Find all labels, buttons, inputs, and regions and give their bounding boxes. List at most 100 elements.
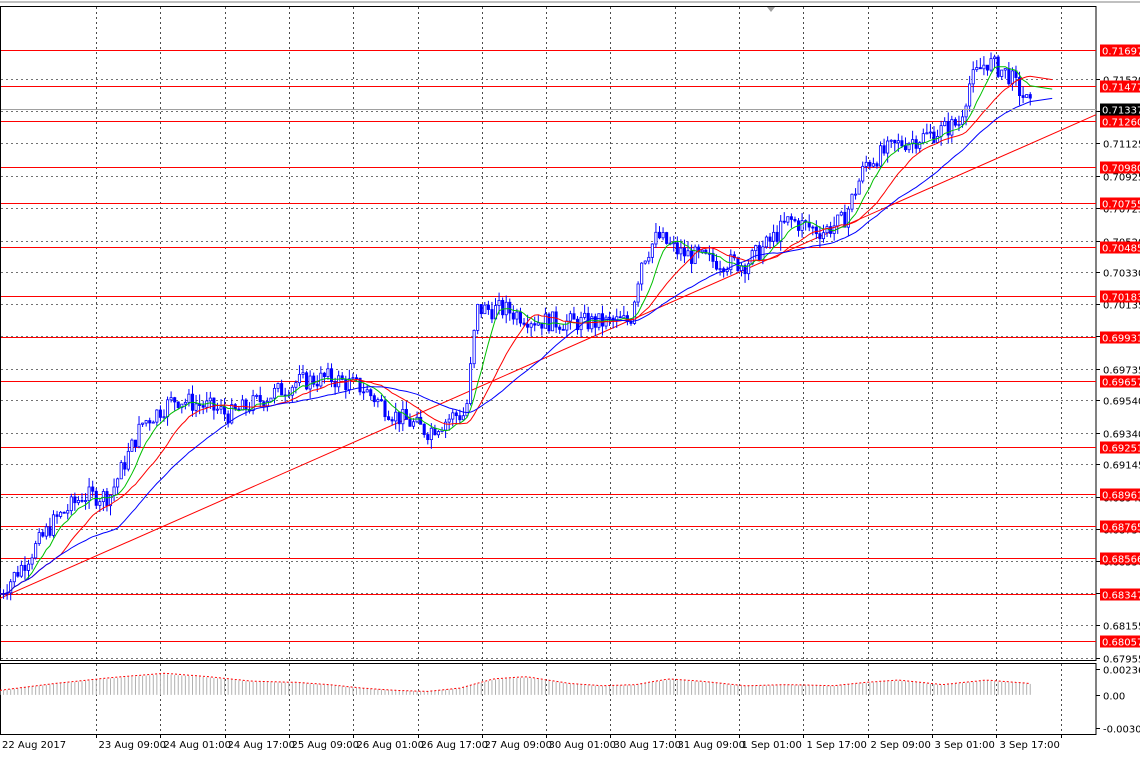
level-label-bg — [1100, 115, 1140, 128]
candle-body — [333, 381, 337, 388]
candle-body — [561, 328, 565, 331]
candle-body — [871, 163, 875, 167]
candle-body — [379, 399, 383, 402]
level-label-bg — [1100, 44, 1140, 57]
candle-body — [476, 304, 480, 331]
candle-body — [137, 423, 141, 448]
candle-body — [84, 500, 88, 502]
candle-body — [957, 123, 961, 126]
candle-body — [622, 315, 626, 319]
candle-body — [436, 431, 441, 436]
candle-body — [950, 119, 954, 136]
candle-body — [73, 496, 77, 504]
level-label-bg — [1100, 488, 1140, 501]
candle-body — [269, 397, 273, 402]
candle-body — [144, 420, 148, 424]
candle-body — [397, 411, 401, 425]
candle-body — [101, 491, 105, 503]
candle-body — [19, 564, 23, 577]
x-tick-label: 24 Aug 17:00 — [228, 740, 295, 751]
candle-body — [183, 401, 187, 405]
candle-body — [162, 416, 166, 419]
candle-body — [989, 58, 993, 71]
candle-body — [116, 478, 120, 488]
candle-body — [166, 399, 170, 418]
y-tick-label: 0.70925 — [1103, 173, 1140, 184]
candle-body — [1021, 95, 1025, 98]
candle-body — [839, 211, 843, 216]
candle-body — [119, 462, 123, 480]
candle-body — [126, 450, 130, 470]
candle-body — [415, 416, 419, 423]
candle-body — [1028, 94, 1032, 99]
candle-body — [215, 408, 219, 411]
candle-body — [358, 377, 362, 393]
level-label-bg — [1100, 197, 1140, 210]
candle-body — [547, 313, 551, 332]
candle-body — [141, 422, 145, 425]
candle-body — [782, 220, 786, 223]
candle-body — [76, 500, 80, 504]
candle-body — [647, 256, 651, 262]
candle-body — [818, 233, 822, 240]
candle-body — [133, 439, 137, 448]
candle-body — [779, 220, 783, 242]
candle-body — [30, 557, 34, 565]
candle-body — [928, 131, 932, 134]
candle-body — [522, 322, 526, 325]
candle-body — [747, 263, 751, 275]
candle-body — [447, 418, 451, 423]
level-label-bg — [1100, 331, 1140, 344]
x-tick-label: 24 Aug 01:00 — [164, 740, 231, 751]
level-label-bg — [1100, 161, 1140, 174]
level-label: 0.70980 — [1102, 164, 1140, 175]
x-tick-label: 25 Aug 09:00 — [292, 740, 359, 751]
candle-body — [422, 423, 426, 435]
candle-body — [968, 83, 972, 107]
ma-mid-line — [0, 75, 1053, 595]
x-tick-label: 1 Sep 17:00 — [807, 740, 867, 751]
x-tick-label: 26 Aug 17:00 — [421, 740, 488, 751]
candle-body — [893, 139, 897, 144]
candle-body — [87, 486, 91, 501]
candle-body — [821, 232, 826, 240]
y-tick-label: 0.69145 — [1103, 461, 1140, 472]
candle-body — [173, 397, 177, 403]
level-label-bg — [1100, 588, 1140, 601]
candle-body — [1003, 68, 1007, 71]
candle-body — [718, 268, 722, 271]
osc-y-tick-label: -0.00303 — [1103, 725, 1140, 736]
candle-body — [854, 193, 858, 196]
candle-body — [754, 245, 758, 252]
candle-body — [451, 412, 455, 420]
candle-body — [654, 231, 658, 245]
candle-body — [764, 236, 768, 248]
x-tick-label: 31 Aug 09:00 — [678, 740, 745, 751]
candle-body — [237, 408, 241, 411]
candle-body — [155, 409, 159, 423]
candle-body — [123, 462, 127, 470]
candle-body — [419, 416, 423, 425]
candle-body — [322, 372, 326, 378]
candle-body — [429, 427, 433, 441]
candle-body — [44, 526, 48, 537]
candle-body — [501, 299, 505, 316]
candle-body — [700, 249, 704, 253]
candle-body — [886, 140, 890, 154]
x-tick-label: 27 Aug 09:00 — [485, 740, 552, 751]
level-label-bg — [1100, 375, 1140, 388]
x-tick-label: 2 Sep 09:00 — [871, 740, 931, 751]
candle-body — [244, 399, 248, 410]
candle-body — [775, 231, 779, 242]
candle-body — [308, 375, 312, 390]
candle-body — [850, 193, 854, 210]
candle-body — [230, 404, 234, 424]
candle-body — [297, 374, 301, 384]
candle-body — [258, 395, 262, 403]
level-label: 0.71477 — [1102, 83, 1140, 94]
candle-body — [1025, 94, 1029, 98]
candle-body — [529, 323, 533, 328]
level-label-bg — [1100, 80, 1140, 93]
candle-body — [925, 132, 929, 135]
